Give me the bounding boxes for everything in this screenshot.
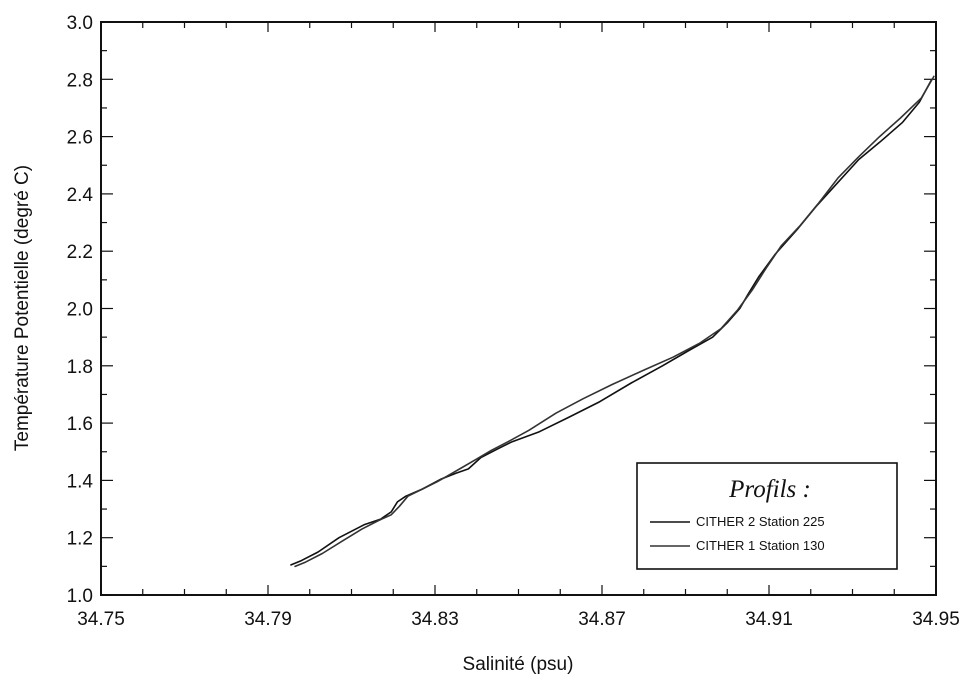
x-axis-ticks: 34.75 34.79 34.83 34.87 34.91 34.95: [77, 22, 960, 630]
x-tick-label: 34.83: [411, 609, 459, 630]
legend-entry-cither-1: CITHER 1 Station 130: [696, 538, 825, 553]
y-tick-label: 1.4: [67, 471, 94, 492]
legend-entry-cither-2: CITHER 2 Station 225: [696, 514, 825, 529]
x-tick-label: 34.87: [578, 609, 626, 630]
legend-box: [636, 462, 898, 570]
legend-title: Profils :: [728, 476, 811, 503]
y-tick-label: 2.4: [67, 185, 94, 206]
y-tick-label: 2.6: [67, 128, 93, 149]
x-tick-label: 34.91: [745, 609, 793, 630]
y-tick-label: 2.2: [67, 242, 93, 263]
y-tick-label: 3.0: [67, 13, 93, 34]
series-line-cither-1-station-130: [294, 75, 935, 568]
y-tick-label: 1.0: [67, 586, 93, 607]
y-tick-label: 2.8: [67, 70, 93, 91]
legend: Profils : CITHER 2 Station 225 CITHER 1 …: [636, 462, 898, 570]
x-tick-label: 34.95: [912, 609, 960, 630]
y-axis-ticks: 1.0 1.2 1.4 1.6 1.8 2.0 2.2 2.4 2.6 2.8 3.0: [67, 13, 936, 607]
x-tick-label: 34.75: [77, 609, 125, 630]
y-axis-label: Température Potentielle (degré C): [12, 165, 33, 451]
series-group: [290, 75, 935, 568]
y-tick-label: 1.6: [67, 414, 93, 435]
x-axis-label: Salinité (psu): [463, 654, 574, 675]
y-tick-label: 2.0: [67, 300, 93, 321]
y-tick-label: 1.8: [67, 357, 93, 378]
x-tick-label: 34.79: [244, 609, 292, 630]
y-tick-label: 1.2: [67, 529, 93, 550]
